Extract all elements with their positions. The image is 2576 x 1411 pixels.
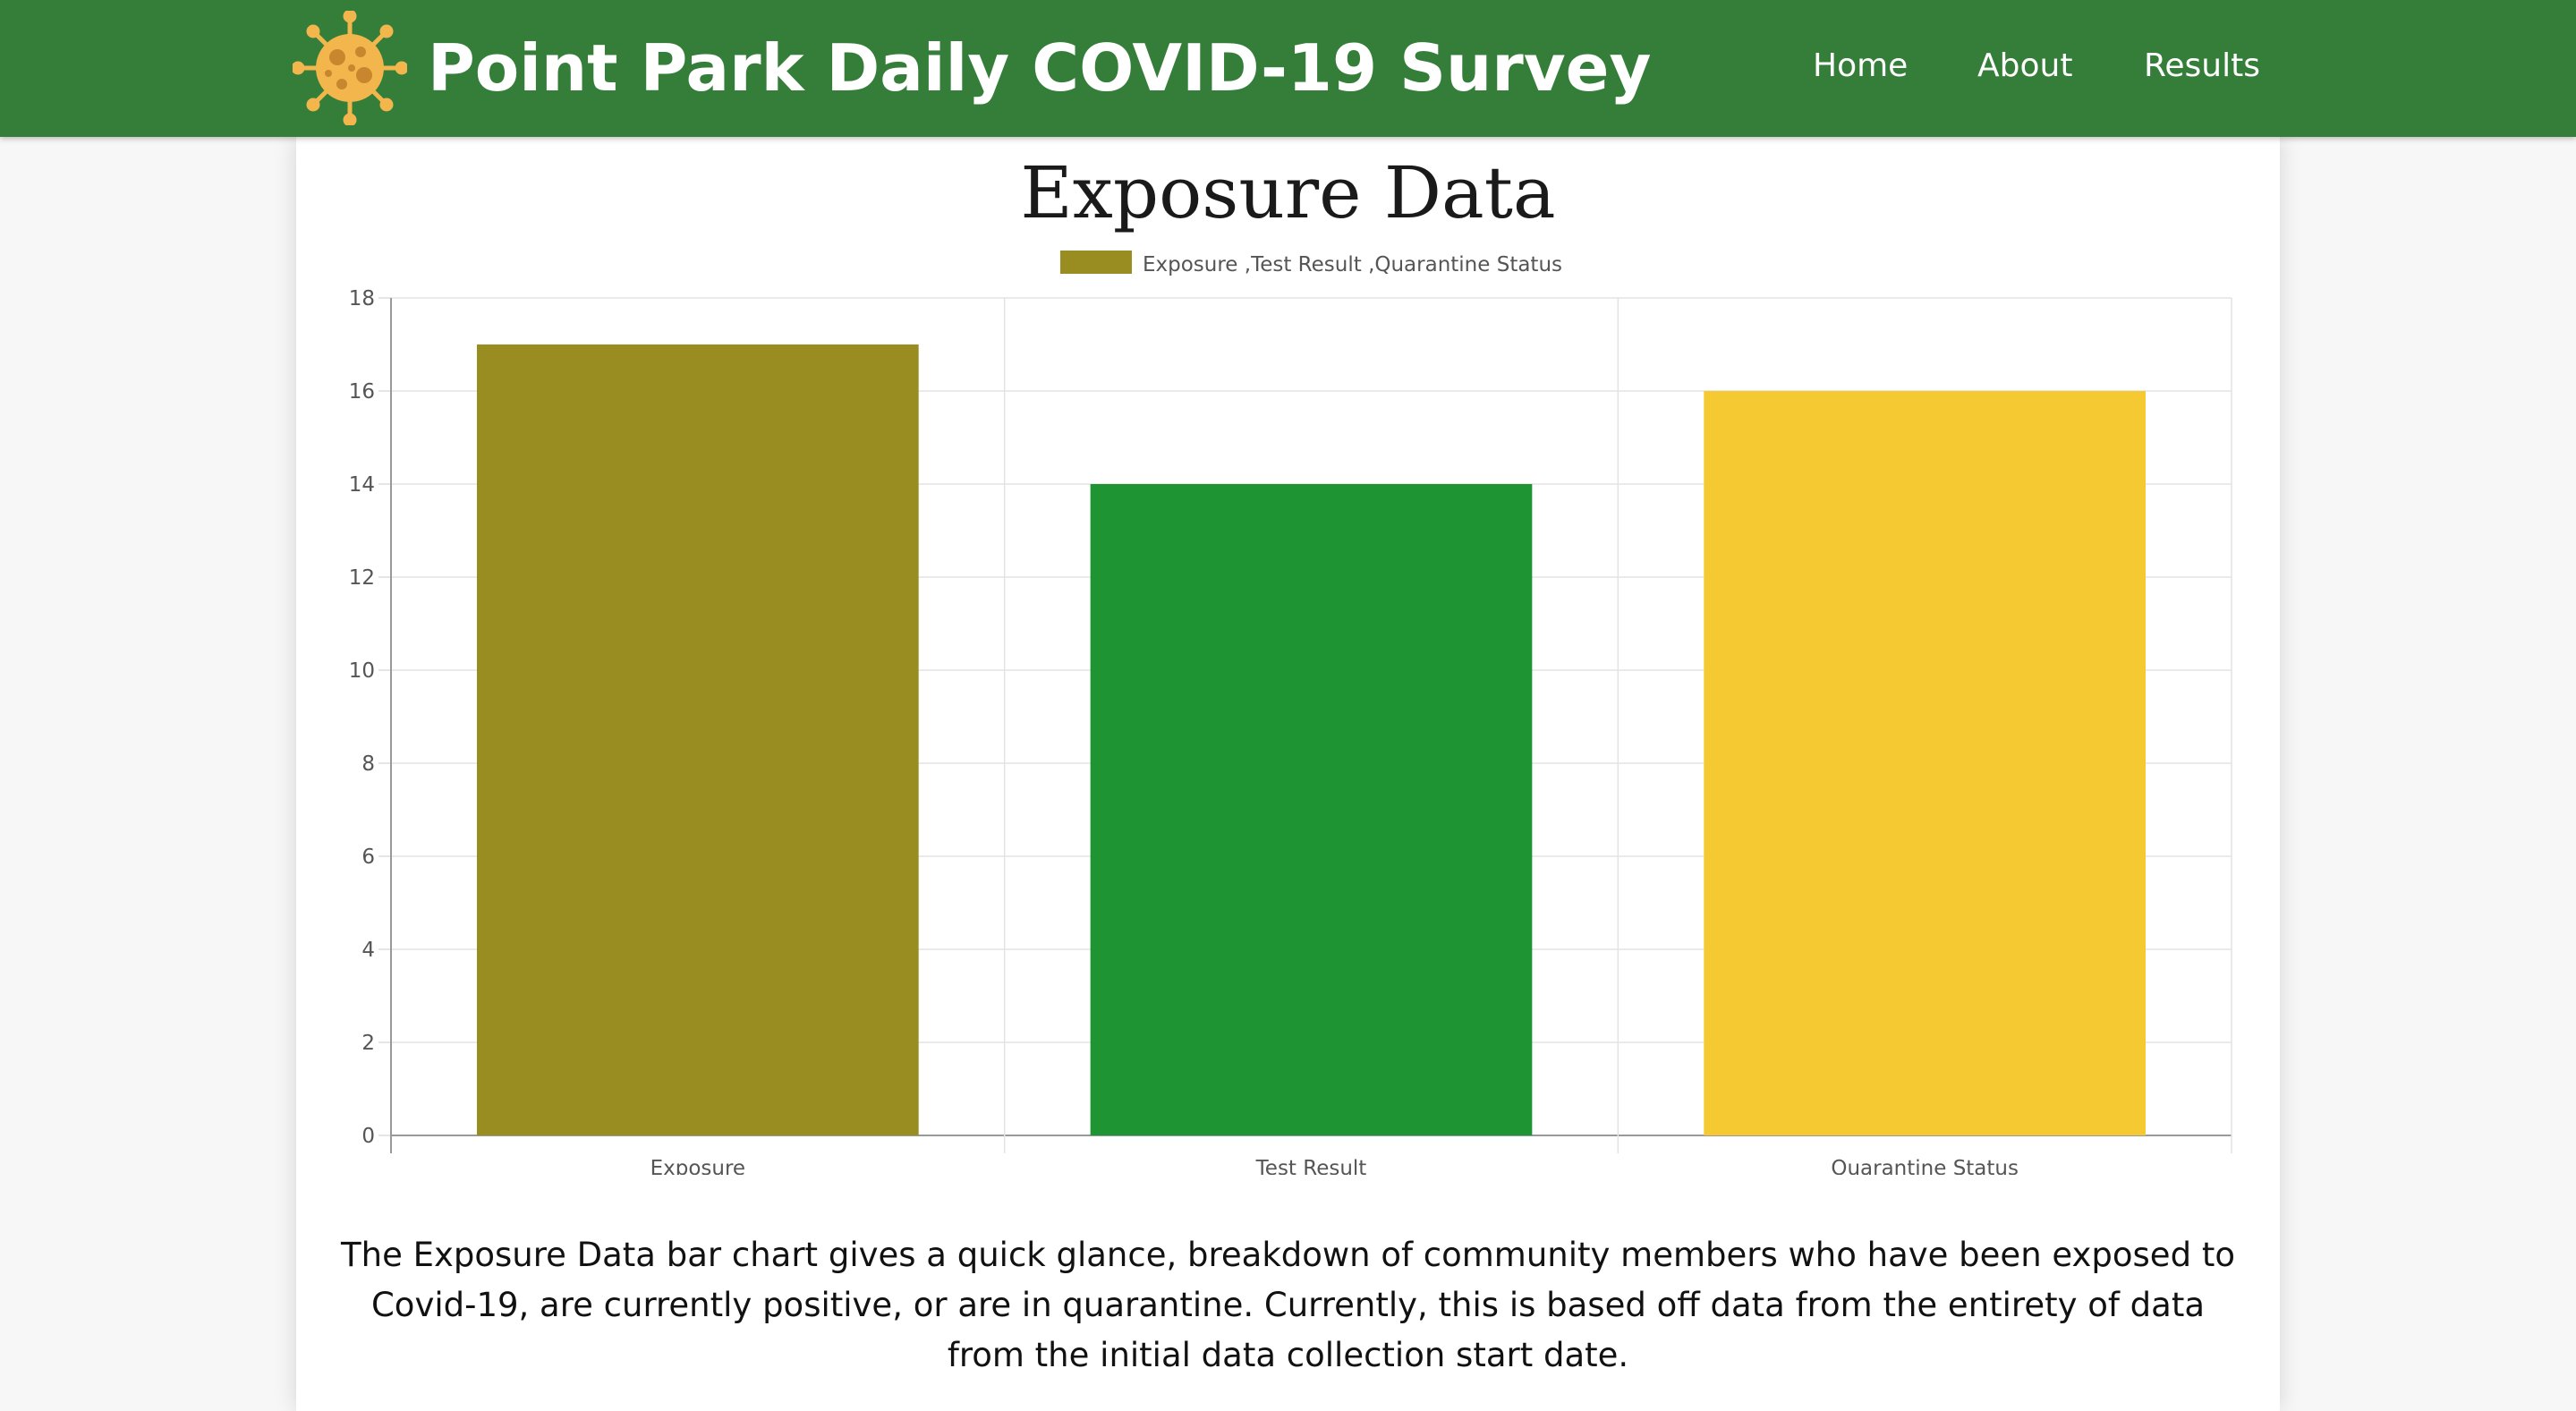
x-tick-label: Exposure bbox=[650, 1157, 745, 1175]
x-tick-label: Test Result bbox=[1255, 1157, 1367, 1175]
y-tick-label: 16 bbox=[349, 380, 375, 404]
chart-description: The Exposure Data bar chart gives a quic… bbox=[341, 1236, 2235, 1374]
y-tick-label: 14 bbox=[349, 473, 375, 497]
y-tick-label: 12 bbox=[349, 566, 375, 590]
content-card: Exposure Data 0 2 4 6 8 10 12 14 16 18 Exposure Tes… bbox=[296, 137, 2280, 1411]
top-navbar: Point Park Daily COVID-19 Survey Home Ab… bbox=[0, 0, 2576, 137]
virus-icon[interactable] bbox=[293, 11, 407, 125]
y-tick-label: 4 bbox=[361, 939, 375, 962]
y-tick-label: 0 bbox=[361, 1125, 375, 1148]
bar-exposure bbox=[476, 344, 919, 1135]
y-tick-label: 6 bbox=[361, 846, 375, 869]
y-tick-label: 18 bbox=[349, 287, 375, 310]
y-tick-label: 2 bbox=[361, 1032, 375, 1055]
bar-quarantine-status bbox=[1704, 391, 2147, 1135]
legend-swatch bbox=[1059, 251, 1132, 274]
site-title[interactable]: Point Park Daily COVID-19 Survey bbox=[428, 30, 1652, 106]
legend-label: Exposure ,Test Result ,Quarantine Status bbox=[1143, 253, 1562, 276]
exposure-bar-chart: 0 2 4 6 8 10 12 14 16 18 Exposure Test Result Quaran… bbox=[349, 251, 2232, 1175]
bar-test-result bbox=[1090, 484, 1533, 1135]
nav-link-about[interactable]: About bbox=[1977, 47, 2073, 84]
y-tick-label: 8 bbox=[361, 752, 375, 776]
nav-link-home[interactable]: Home bbox=[1813, 47, 1909, 84]
y-tick-label: 10 bbox=[349, 659, 375, 683]
nav-link-results[interactable]: Results bbox=[2144, 47, 2260, 84]
page-title: Exposure Data bbox=[1020, 151, 1556, 234]
x-tick-label: Quarantine Status bbox=[1831, 1157, 2019, 1175]
